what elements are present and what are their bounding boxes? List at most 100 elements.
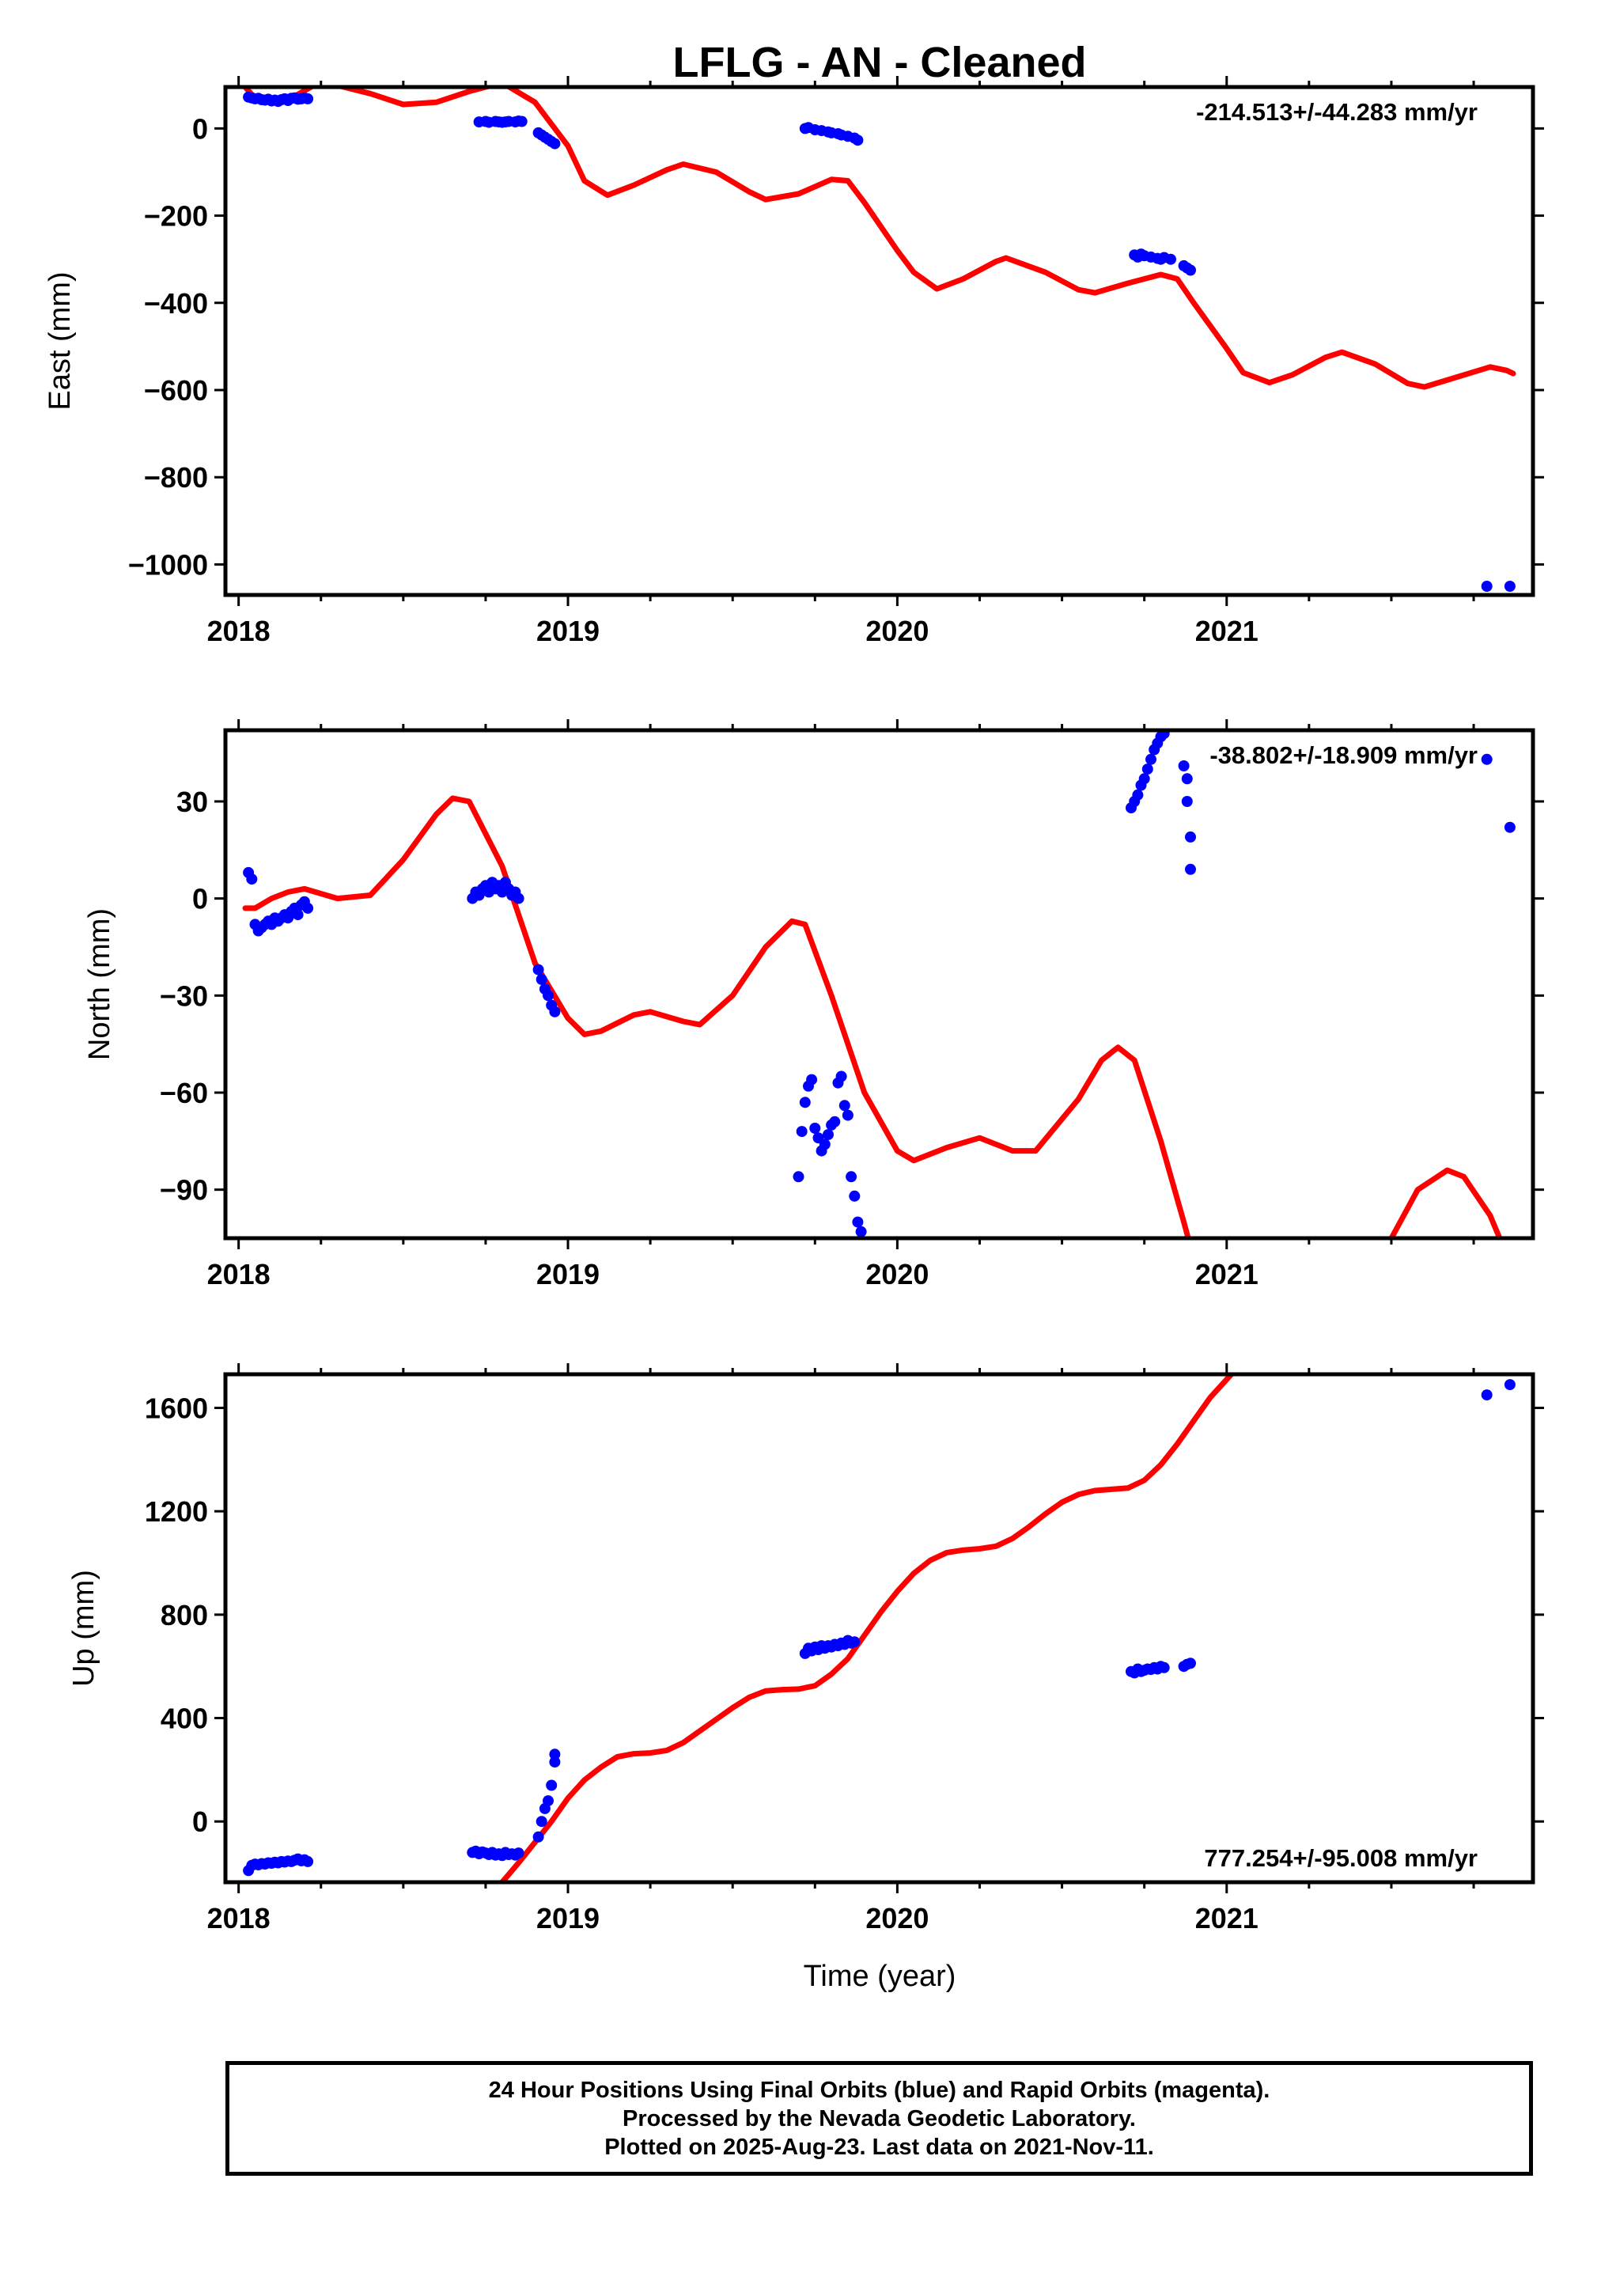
east-data-point xyxy=(549,138,561,150)
up-data-point xyxy=(1185,1658,1196,1669)
up-data-point xyxy=(549,1749,561,1760)
north-data-point xyxy=(1138,773,1150,785)
north-data-point xyxy=(1504,821,1516,833)
north-y-axis-label: North (mm) xyxy=(83,908,116,1060)
north-data-point xyxy=(1132,789,1144,801)
north-data-point xyxy=(806,1074,818,1085)
north-y-tick-label: −90 xyxy=(160,1174,208,1207)
up-x-tick-label: 2018 xyxy=(207,1902,271,1934)
north-data-point xyxy=(849,1190,861,1202)
north-data-point xyxy=(1181,796,1193,807)
up-x-tick-label: 2021 xyxy=(1195,1902,1258,1934)
north-plot-frame xyxy=(223,728,1535,1241)
north-rate-label: -38.802+/-18.909 mm/yr xyxy=(1209,741,1478,769)
up-y-tick-label: 1200 xyxy=(145,1495,208,1528)
north-data-point xyxy=(536,973,547,985)
north-data-point xyxy=(1178,760,1190,771)
north-data-point xyxy=(532,964,544,976)
up-panel: 1600 1200 800 400 0 2018 2019 2020 2021 Up (mm) 77… xyxy=(67,1363,1544,1934)
north-data-point xyxy=(1158,730,1170,740)
north-data-point xyxy=(543,990,554,1002)
up-data-point xyxy=(536,1816,547,1828)
north-data-point xyxy=(793,1171,804,1183)
north-y-tick-label: 0 xyxy=(192,883,208,915)
footer-line-2: Processed by the Nevada Geodetic Laborat… xyxy=(623,2105,1136,2131)
north-y-tick-label: 30 xyxy=(176,786,208,818)
east-data-point xyxy=(302,93,314,104)
up-y-axis-label: Up (mm) xyxy=(67,1570,100,1687)
north-x-tick-label: 2020 xyxy=(865,1258,929,1290)
up-data-point xyxy=(546,1779,558,1791)
up-data-point xyxy=(532,1831,544,1843)
north-data-point xyxy=(852,1216,864,1228)
up-data-point xyxy=(302,1855,314,1867)
footer-line-3: Plotted on 2025-Aug-23. Last data on 202… xyxy=(604,2134,1154,2160)
north-data-point xyxy=(838,1100,850,1112)
north-data-point xyxy=(809,1123,821,1134)
east-plot-frame xyxy=(223,85,1535,597)
up-data-point xyxy=(1481,1389,1493,1401)
north-data-point xyxy=(513,892,524,904)
east-x-tick-label: 2018 xyxy=(207,615,271,647)
up-plot-frame xyxy=(223,1372,1535,1885)
north-x-tick-label: 2019 xyxy=(536,1258,600,1290)
up-data-point xyxy=(543,1795,554,1807)
east-data-point xyxy=(516,116,528,127)
up-data-point xyxy=(513,1847,524,1859)
north-data-point xyxy=(1181,773,1193,785)
up-fit-curve xyxy=(498,1374,1236,1882)
up-x-tick-label: 2020 xyxy=(865,1902,929,1934)
north-data-point xyxy=(855,1226,867,1237)
up-y-tick-label: 0 xyxy=(192,1805,208,1838)
east-data-point xyxy=(1504,581,1516,592)
north-data-point xyxy=(1145,753,1156,765)
north-data-point xyxy=(823,1129,834,1141)
north-data-point xyxy=(246,873,258,885)
north-data-point xyxy=(796,1126,808,1138)
x-axis-label: Time (year) xyxy=(804,1960,956,1993)
north-data-point xyxy=(1185,831,1196,843)
east-x-tick-label: 2021 xyxy=(1195,615,1258,647)
east-x-tick-label: 2020 xyxy=(865,615,929,647)
north-data-point xyxy=(829,1116,841,1127)
east-data-point xyxy=(1185,264,1196,276)
north-data-point xyxy=(819,1139,831,1150)
east-y-tick-label: 0 xyxy=(192,112,208,145)
north-data-point xyxy=(842,1109,853,1121)
north-x-tick-label: 2021 xyxy=(1195,1258,1258,1290)
north-data-point xyxy=(302,902,314,914)
north-y-tick-label: −30 xyxy=(160,979,208,1012)
north-data-point xyxy=(549,1006,561,1017)
chart-title: LFLG - AN - Cleaned xyxy=(673,39,1087,86)
north-data-point xyxy=(292,909,304,921)
up-rate-label: 777.254+/-95.008 mm/yr xyxy=(1204,1844,1478,1872)
up-y-tick-label: 800 xyxy=(161,1599,208,1631)
north-data-point xyxy=(1481,753,1493,765)
up-data-point xyxy=(549,1756,561,1768)
north-data-point xyxy=(846,1171,857,1183)
east-y-tick-label: −1000 xyxy=(128,548,208,581)
east-y-tick-label: −200 xyxy=(144,200,208,233)
up-data-point xyxy=(849,1636,861,1648)
east-data-point xyxy=(1481,581,1493,592)
north-data-point xyxy=(1141,763,1153,775)
north-data-point xyxy=(799,1097,811,1108)
footer-line-1: 24 Hour Positions Using Final Orbits (bl… xyxy=(488,2077,1270,2103)
north-x-tick-label: 2018 xyxy=(207,1258,271,1290)
up-x-tick-label: 2019 xyxy=(536,1902,600,1934)
up-data-point xyxy=(1158,1661,1170,1673)
up-data-point xyxy=(1504,1379,1516,1391)
east-y-tick-label: −600 xyxy=(144,374,208,407)
east-y-tick-label: −400 xyxy=(144,287,208,320)
east-data-point xyxy=(1165,253,1176,265)
north-data-point xyxy=(1185,863,1196,875)
east-fit-curve xyxy=(242,87,1516,390)
east-data-point xyxy=(852,135,864,146)
east-panel: 0 −200 −400 −600 −800 −1000 2018 2019 2020 2021 Ea… xyxy=(44,76,1544,647)
east-x-tick-label: 2019 xyxy=(536,615,600,647)
up-y-tick-label: 1600 xyxy=(145,1392,208,1424)
north-y-tick-label: −60 xyxy=(160,1077,208,1109)
east-y-tick-label: −800 xyxy=(144,461,208,494)
up-y-tick-label: 400 xyxy=(161,1703,208,1735)
